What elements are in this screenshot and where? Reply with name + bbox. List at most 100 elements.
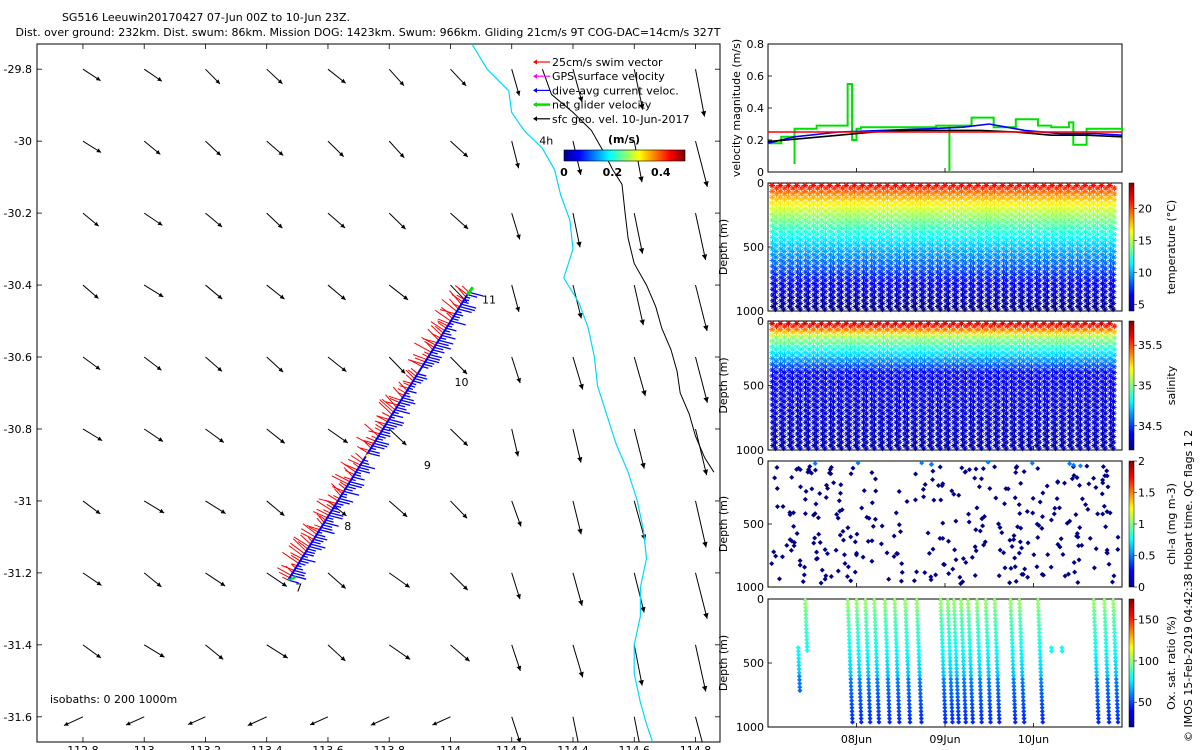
data-point: [1070, 190, 1077, 197]
data-point: [802, 436, 809, 443]
data-point: [861, 488, 867, 494]
data-point: [867, 716, 873, 722]
data-point: [999, 530, 1005, 536]
geo-arrow-head: [462, 585, 468, 591]
data-point: [822, 213, 829, 220]
data-point: [871, 404, 878, 411]
data-point: [913, 363, 920, 370]
data-point: [872, 196, 879, 203]
data-point: [921, 242, 928, 249]
data-point: [926, 268, 933, 275]
geo-arrow: [633, 716, 640, 742]
data-point: [999, 320, 1006, 327]
data-point: [804, 633, 810, 639]
data-point: [1094, 352, 1101, 359]
data-point: [802, 332, 809, 339]
data-point: [777, 349, 784, 356]
swim-vector: [353, 462, 360, 468]
dive-avg-vector: [301, 557, 316, 563]
data-point: [1016, 343, 1023, 350]
data-point: [896, 306, 903, 313]
data-point: [958, 182, 965, 189]
data-point: [953, 416, 960, 423]
data-point: [979, 357, 986, 364]
data-point: [835, 384, 842, 391]
data-point: [777, 396, 784, 403]
data-point: [813, 433, 820, 440]
data-point: [900, 320, 907, 327]
data-point: [1028, 254, 1035, 261]
data-point: [831, 196, 838, 203]
data-point: [846, 265, 853, 272]
data-point: [848, 673, 854, 679]
data-point: [1003, 404, 1010, 411]
data-point: [805, 248, 812, 255]
dive-avg-vector: [315, 536, 328, 541]
data-point: [1000, 274, 1007, 281]
data-point: [855, 254, 862, 261]
data-point: [1027, 306, 1034, 313]
data-point: [826, 199, 833, 206]
swim-vector: [356, 436, 373, 447]
data-point: [901, 419, 908, 426]
data-point: [946, 208, 953, 215]
data-point: [884, 658, 890, 664]
data-point: [1031, 552, 1037, 558]
data-point: [1099, 240, 1106, 247]
data-point: [806, 334, 813, 341]
swim-vector: [414, 357, 426, 363]
data-point: [1082, 349, 1089, 356]
data-point: [827, 268, 834, 275]
data-point: [938, 612, 944, 618]
velocity-series-line: [767, 129, 1123, 143]
data-point: [818, 222, 825, 229]
data-point: [789, 248, 796, 255]
data-point: [995, 357, 1002, 364]
swim-vector: [434, 325, 444, 334]
data-point: [995, 219, 1002, 226]
data-point: [806, 323, 813, 330]
data-point: [805, 439, 812, 446]
data-point: [1057, 372, 1064, 379]
data-point: [1028, 185, 1035, 192]
data-point: [1041, 396, 1048, 403]
data-point: [803, 630, 809, 636]
data-point: [848, 683, 854, 689]
data-point: [1099, 372, 1106, 379]
data-point: [805, 392, 812, 399]
data-point: [966, 519, 972, 525]
data-point: [1024, 240, 1031, 247]
data-point: [827, 240, 834, 247]
data-point: [999, 188, 1006, 195]
data-point: [959, 419, 966, 426]
data-point: [848, 694, 854, 700]
data-point: [951, 407, 958, 414]
data-point: [863, 300, 870, 307]
swim-vector: [455, 285, 468, 296]
data-point: [1003, 387, 1010, 394]
data-point: [1028, 375, 1035, 382]
data-point: [830, 381, 837, 388]
data-point: [892, 211, 899, 218]
data-point: [984, 419, 991, 426]
data-point: [876, 199, 883, 206]
geo-arrow: [572, 500, 582, 535]
data-point: [1044, 392, 1051, 399]
swim-vector: [339, 481, 348, 487]
data-point: [1000, 442, 1007, 449]
data-point: [1019, 404, 1026, 411]
data-point: [1111, 573, 1117, 579]
data-point: [1061, 265, 1068, 272]
data-point: [1004, 323, 1011, 330]
data-point: [946, 219, 953, 226]
swim-vector: [405, 369, 415, 379]
data-point: [1007, 326, 1014, 333]
data-point: [909, 251, 916, 258]
data-point: [830, 248, 837, 255]
data-point: [975, 361, 982, 368]
data-point: [834, 511, 840, 517]
data-point: [983, 372, 990, 379]
data-point: [846, 427, 853, 434]
data-point: [905, 352, 912, 359]
data-point: [880, 213, 887, 220]
